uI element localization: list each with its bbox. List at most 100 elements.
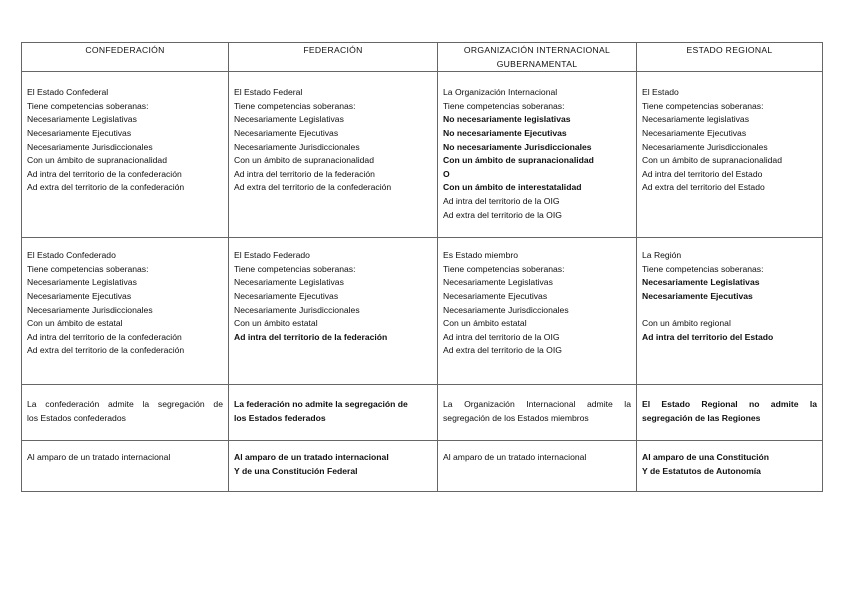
cell-line: Es Estado miembro <box>443 250 518 261</box>
cell-line: El Estado Regional no admite la <box>642 399 817 410</box>
header-confederacion: CONFEDERACIÓN <box>21 41 229 73</box>
cell-line: Ad intra del territorio de la confederac… <box>27 331 182 342</box>
cell-line: Con un ámbito de supranacionalidad <box>27 155 167 166</box>
cell-line: Tiene competencias soberanas: <box>443 100 565 111</box>
table-cell: El Estado Regional no admite la segregaci… <box>636 384 823 442</box>
cell-line: No necesariamente Jurisdiccionales <box>443 141 592 152</box>
cell-line: Con un ámbito estatal <box>443 318 527 329</box>
table-cell: La Organización Internacional admite la s… <box>437 384 637 442</box>
cell-line: Ad extra del territorio de la confederac… <box>234 182 392 193</box>
cell-line: Necesariamente Ejecutivas <box>642 290 753 301</box>
cell-line: Necesariamente Jurisdiccionales <box>27 141 153 152</box>
cell-line: Con un ámbito de estatal <box>27 318 123 329</box>
cell-line: Con un ámbito de supranacionalidad <box>443 155 594 166</box>
table-row: El Estado Confederal Tiene competencias s… <box>21 71 823 239</box>
cell-line: Necesariamente Jurisdiccionales <box>234 304 360 315</box>
cell-line: Necesariamente Legislativas <box>234 277 344 288</box>
cell-line: Ad extra del territorio de la OIG <box>443 345 562 356</box>
cell-line: Con un ámbito de interestatalidad <box>443 182 582 193</box>
cell-line: Tiene competencias soberanas: <box>642 100 764 111</box>
cell-line: Ad intra del territorio de la confederac… <box>27 168 182 179</box>
cell-line: Necesariamente Jurisdiccionales <box>27 304 153 315</box>
cell-line: El Estado Confederado <box>27 250 116 261</box>
cell-line: Necesariamente Ejecutivas <box>27 127 132 138</box>
cell-line: Tiene competencias soberanas: <box>27 100 149 111</box>
cell-line: Ad extra del territorio del Estado <box>642 182 765 193</box>
cell-line: Necesariamente Jurisdiccionales <box>234 141 360 152</box>
cell-line: Al amparo de un tratado internacional <box>27 452 171 463</box>
cell-line: Al amparo de una Constitución <box>642 452 770 463</box>
cell-line: segregación de los Estados miembros <box>443 412 589 423</box>
cell-line: La Organización Internacional admite la <box>443 399 631 410</box>
table-cell: Al amparo de un tratado internacional <box>21 440 229 493</box>
cell-line: Al amparo de un tratado internacional <box>443 452 587 463</box>
table-cell: Al amparo de una Constitución Y de Estatu… <box>636 440 823 493</box>
cell-line: La Organización Internacional <box>443 87 558 98</box>
cell-line: Con un ámbito regional <box>642 318 731 329</box>
table-row: El Estado Confederado Tiene competencias … <box>21 237 823 386</box>
cell-line: Tiene competencias soberanas: <box>642 263 764 274</box>
cell-line: Necesariamente Ejecutivas <box>642 127 747 138</box>
table-cell: El Estado Federal Tiene competencias sobe… <box>228 71 438 239</box>
cell-line: Necesariamente Legislativas <box>27 277 137 288</box>
cell-line: los Estados confederados <box>27 412 126 423</box>
cell-line: Ad intra del territorio de la federación <box>234 168 375 179</box>
cell-line: los Estados federados <box>234 412 326 423</box>
cell-line: La confederación admite la segregación d… <box>27 399 223 410</box>
header-federacion: FEDERACIÓN <box>228 41 438 73</box>
cell-line: Tiene competencias soberanas: <box>234 100 356 111</box>
table-cell: Es Estado miembro Tiene competencias sobe… <box>437 237 637 386</box>
comparison-table: CONFEDERACIÓN FEDERACIÓN ORGANIZACIÓN IN… <box>21 41 823 493</box>
cell-line: segregación de las Regiones <box>642 412 761 423</box>
cell-line: Ad intra del territorio del Estado <box>642 331 774 342</box>
table-cell: El Estado Confederado Tiene competencias … <box>21 237 229 386</box>
cell-line: Necesariamente Jurisdiccionales <box>443 304 569 315</box>
cell-line <box>642 304 817 318</box>
cell-line: Tiene competencias soberanas: <box>27 263 149 274</box>
cell-line: La federación no admite la segregación d… <box>234 399 408 410</box>
cell-line: El Estado Federal <box>234 87 303 98</box>
table-cell: La Región Tiene competencias soberanas: Ne… <box>636 237 823 386</box>
cell-line: Al amparo de un tratado internacional <box>234 452 389 463</box>
cell-line: Necesariamente Legislativas <box>642 277 760 288</box>
cell-line: Ad intra del territorio de la federación <box>234 331 388 342</box>
cell-line: Con un ámbito de supranacionalidad <box>642 155 782 166</box>
cell-line: Necesariamente Legislativas <box>27 114 137 125</box>
cell-line: No necesariamente Ejecutivas <box>443 127 567 138</box>
cell-line: Ad intra del territorio de la OIG <box>443 331 560 342</box>
cell-line: Tiene competencias soberanas: <box>443 263 565 274</box>
cell-line: Necesariamente Jurisdiccionales <box>642 141 768 152</box>
cell-line: Necesariamente Ejecutivas <box>27 290 132 301</box>
cell-line: Necesariamente Ejecutivas <box>234 290 339 301</box>
cell-line: Ad extra del territorio de la confederac… <box>27 182 185 193</box>
cell-line: Ad extra del territorio de la OIG <box>443 209 562 220</box>
cell-line: No necesariamente legislativas <box>443 114 571 125</box>
cell-line: El Estado <box>642 87 679 98</box>
cell-line: Necesariamente Legislativas <box>443 277 553 288</box>
cell-line: La Región <box>642 250 682 261</box>
cell-line: Ad intra del territorio del Estado <box>642 168 763 179</box>
table-cell: La Organización Internacional Tiene compe… <box>437 71 637 239</box>
table-cell: El Estado Tiene competencias soberanas: Ne… <box>636 71 823 239</box>
cell-line: Con un ámbito de supranacionalidad <box>234 155 374 166</box>
cell-line: El Estado Confederal <box>27 87 109 98</box>
table-cell: La federación no admite la segregación d… <box>228 384 438 442</box>
cell-line: Necesariamente legislativas <box>642 114 749 125</box>
cell-line: Necesariamente Ejecutivas <box>234 127 339 138</box>
header-oig: ORGANIZACIÓN INTERNACIONAL GUBERNAMENTAL <box>437 41 637 73</box>
cell-line: O <box>443 168 450 179</box>
cell-line: Necesariamente Ejecutivas <box>443 290 548 301</box>
cell-line: Ad intra del territorio de la OIG <box>443 195 560 206</box>
table-row: Al amparo de un tratado internacional Al … <box>21 440 823 493</box>
table-cell: Al amparo de un tratado internacional Y d… <box>228 440 438 493</box>
table-cell: La confederación admite la segregación d… <box>21 384 229 442</box>
table-cell: El Estado Confederal Tiene competencias s… <box>21 71 229 239</box>
cell-line: Ad extra del territorio de la confederac… <box>27 345 185 356</box>
cell-line: Necesariamente Legislativas <box>234 114 344 125</box>
header-estado-regional: ESTADO REGIONAL <box>636 41 823 73</box>
cell-line: Con un ámbito estatal <box>234 318 318 329</box>
table-row: La confederación admite la segregación d… <box>21 384 823 442</box>
cell-line: Y de Estatutos de Autonomía <box>642 465 761 476</box>
table-cell: Al amparo de un tratado internacional <box>437 440 637 493</box>
table-cell: El Estado Federado Tiene competencias sob… <box>228 237 438 386</box>
